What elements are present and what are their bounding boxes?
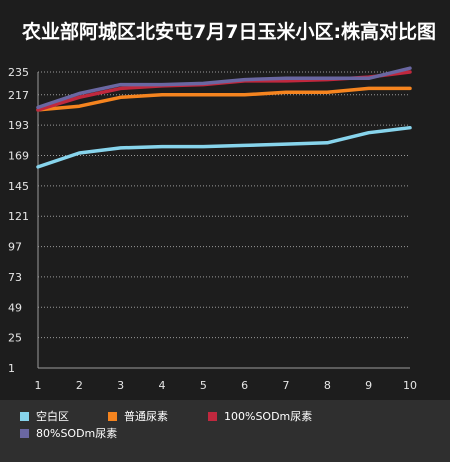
series-line xyxy=(36,125,412,169)
legend-swatch xyxy=(20,428,29,438)
y-tick-label: 97 xyxy=(8,241,22,254)
y-tick-label: 73 xyxy=(8,271,22,284)
x-tick-label: 10 xyxy=(403,379,417,392)
x-tick-label: 4 xyxy=(159,379,166,392)
legend-item: 100%SODm尿素 xyxy=(208,408,312,424)
x-tick-label: 7 xyxy=(283,379,290,392)
chart-title: 农业部阿城区北安屯7月7日玉米小区:株高对比图 xyxy=(22,21,437,43)
y-tick-label: 169 xyxy=(8,149,29,162)
y-tick-label: 145 xyxy=(8,180,29,193)
y-tick-label: 217 xyxy=(8,89,29,102)
y-tick-label: 235 xyxy=(8,66,29,79)
legend-swatch xyxy=(108,411,117,421)
legend-label: 100%SODm尿素 xyxy=(224,410,313,423)
legend-swatch xyxy=(20,411,29,421)
grid-lines xyxy=(37,71,410,369)
legend-item: 80%SODm尿素 xyxy=(20,425,117,441)
y-tick-label: 49 xyxy=(8,301,22,314)
x-tick-label: 2 xyxy=(76,379,83,392)
legend-swatch xyxy=(208,411,217,421)
legend-item: 普通尿素 xyxy=(108,408,168,424)
legend-item: 空白区 xyxy=(20,408,69,424)
x-tick-label: 5 xyxy=(200,379,207,392)
x-tick-label: 9 xyxy=(365,379,372,392)
series-lines xyxy=(36,66,412,169)
series-line xyxy=(36,66,412,110)
x-axis-labels: 1 2 3 4 5 6 7 8 9 10 xyxy=(35,379,418,392)
legend-label: 空白区 xyxy=(36,410,69,423)
legend-label: 普通尿素 xyxy=(124,410,168,423)
line-chart-plot: 1 2 3 4 5 6 7 8 9 10 1 25 49 73 97 121 145 169 193 217 235 xyxy=(8,66,418,392)
series-line xyxy=(36,86,412,112)
x-tick-label: 3 xyxy=(117,379,124,392)
legend-label: 80%SODm尿素 xyxy=(36,427,118,440)
y-tick-label: 1 xyxy=(8,362,15,375)
x-tick-label: 1 xyxy=(35,379,42,392)
legend: 空白区 普通尿素 100%SODm尿素 80%SODm尿素 xyxy=(0,400,450,462)
y-tick-label: 25 xyxy=(8,332,22,345)
x-tick-label: 8 xyxy=(324,379,331,392)
y-axis-labels: 1 25 49 73 97 121 145 169 193 217 235 xyxy=(8,66,29,375)
y-tick-label: 121 xyxy=(8,210,29,223)
y-tick-label: 193 xyxy=(8,119,29,132)
x-tick-label: 6 xyxy=(241,379,248,392)
